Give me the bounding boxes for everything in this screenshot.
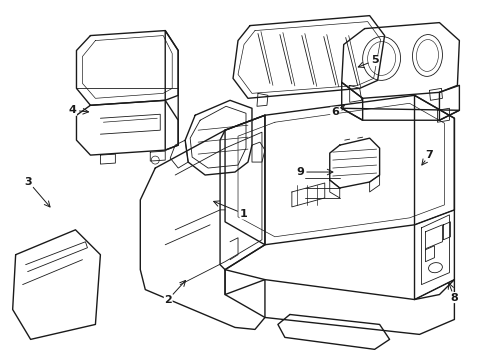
- Text: 5: 5: [370, 55, 378, 66]
- Text: 1: 1: [240, 209, 247, 219]
- Text: 2: 2: [164, 294, 172, 305]
- Text: 3: 3: [25, 177, 32, 187]
- Text: 6: 6: [330, 107, 338, 117]
- Text: 7: 7: [425, 150, 432, 160]
- Text: 8: 8: [449, 293, 457, 302]
- Text: 4: 4: [68, 105, 76, 115]
- Text: 9: 9: [295, 167, 303, 177]
